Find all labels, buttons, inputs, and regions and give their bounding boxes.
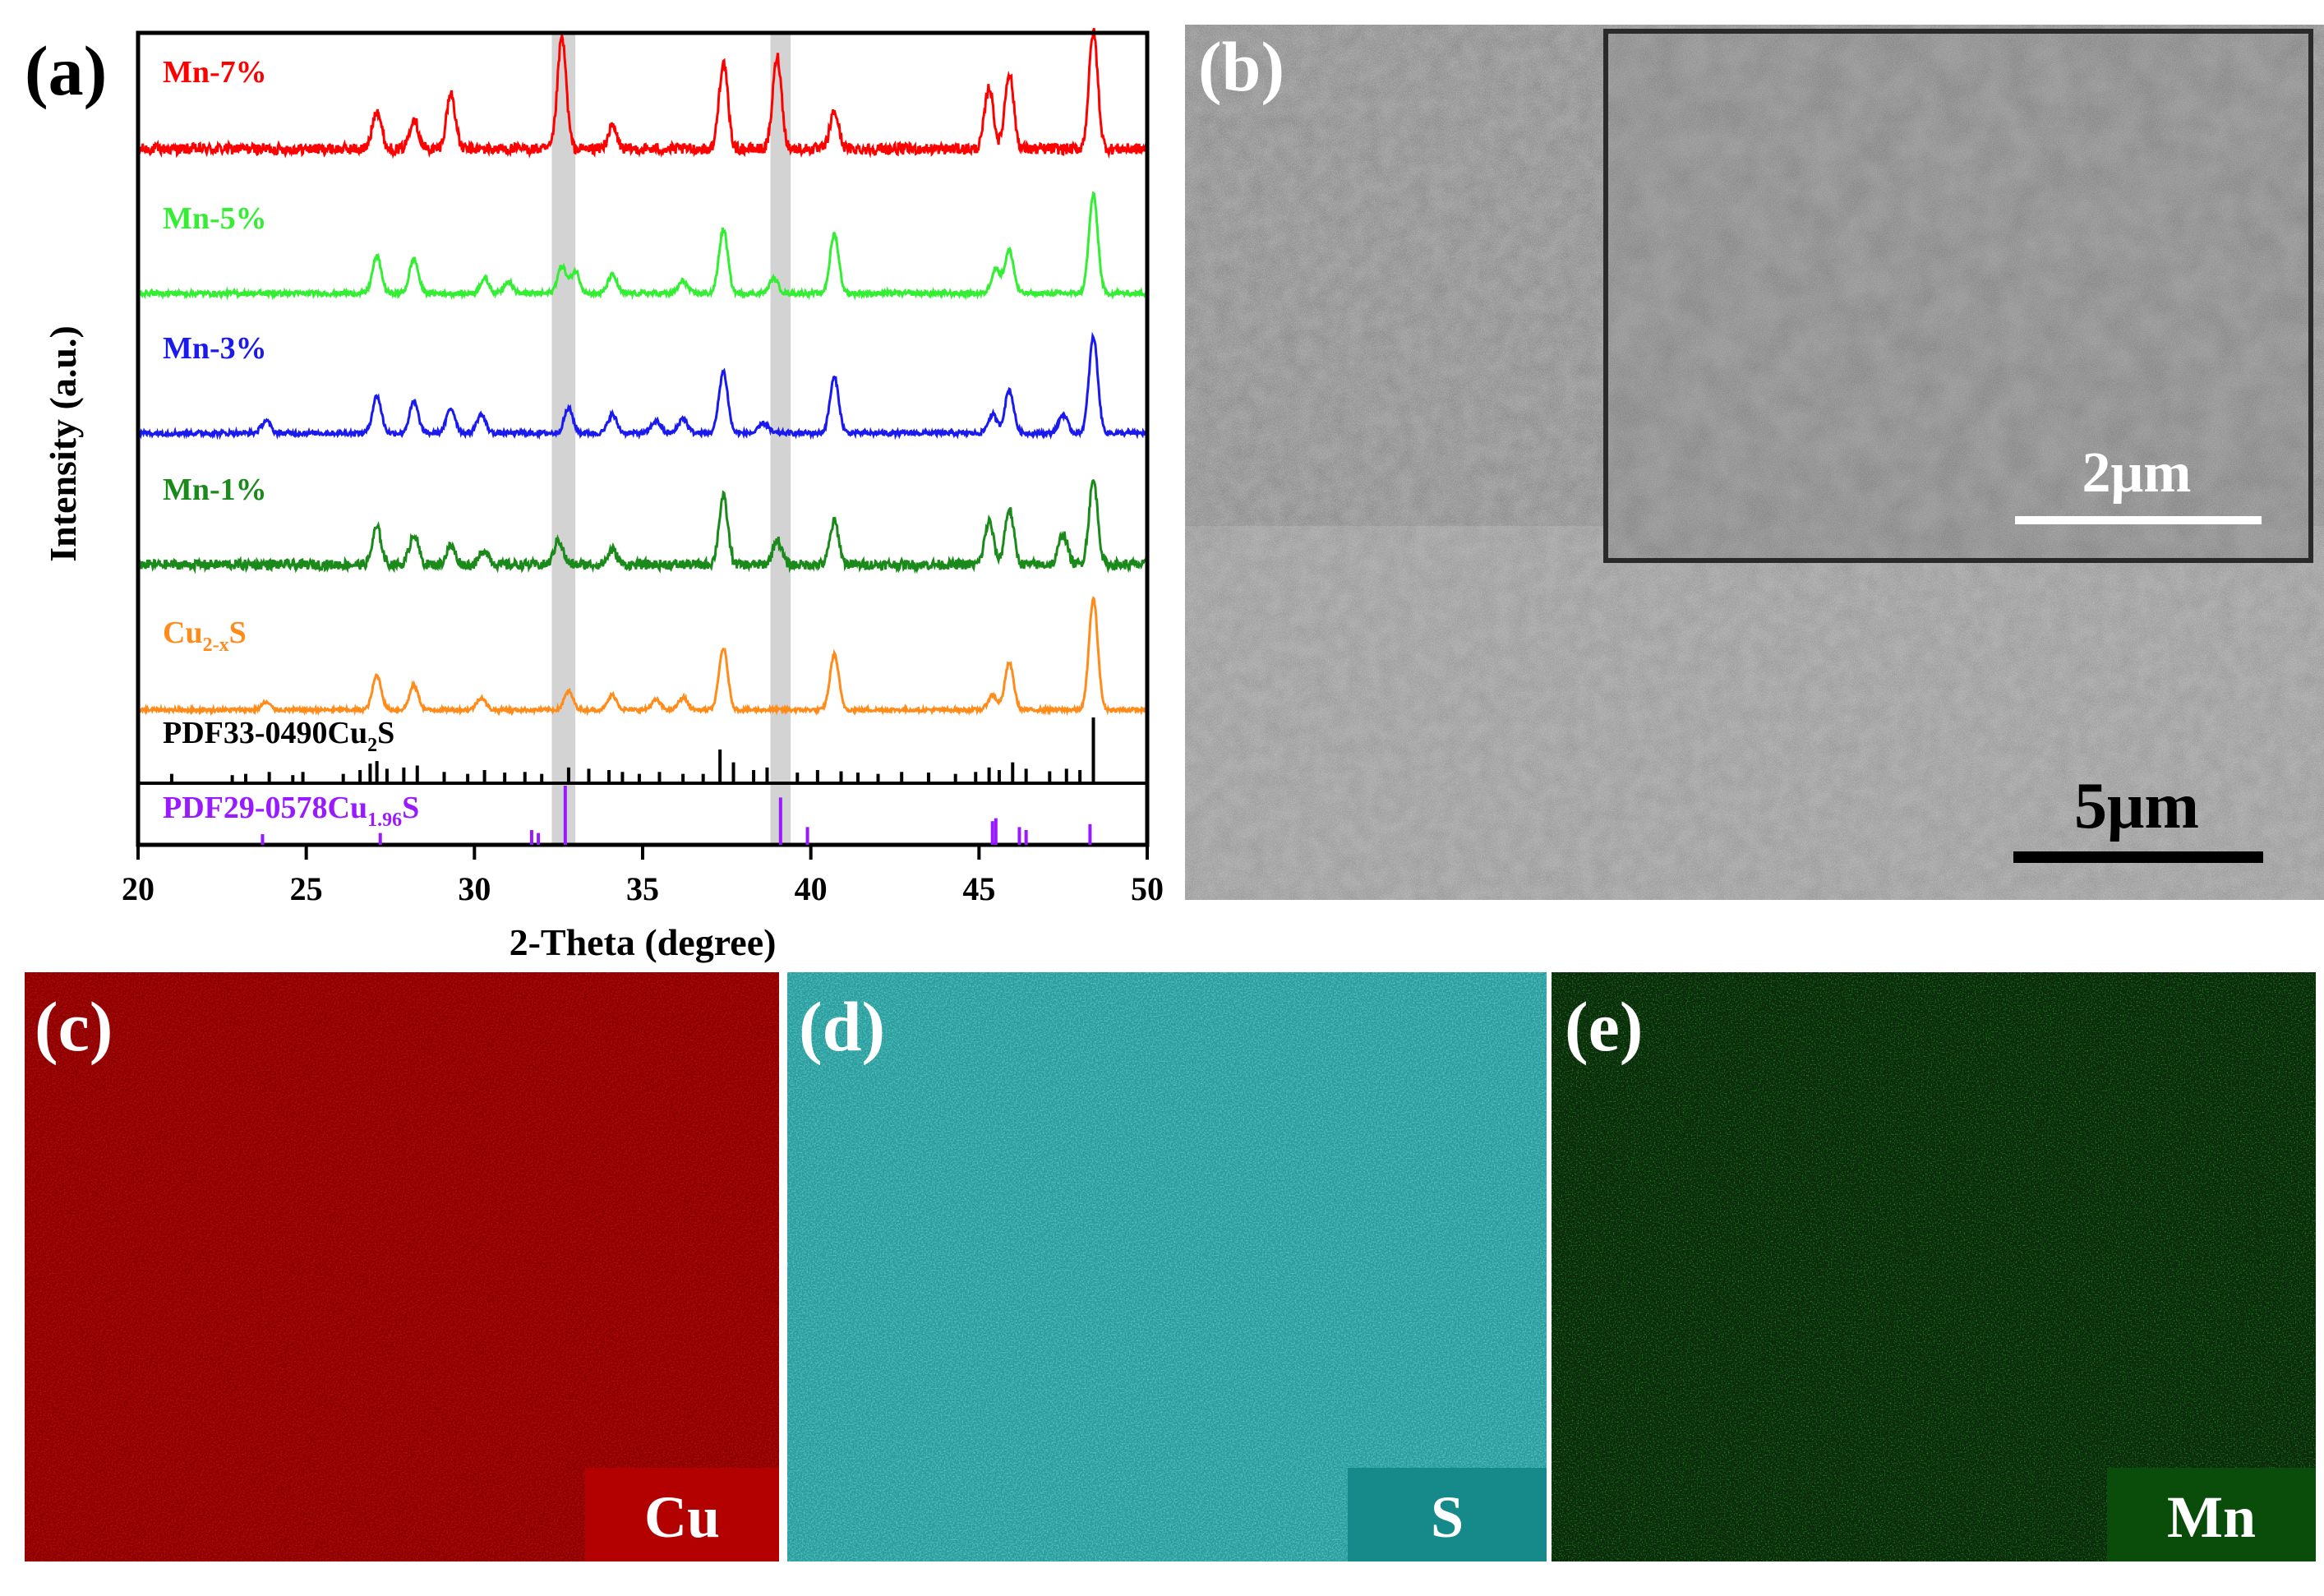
highlight-band-39 — [770, 33, 791, 845]
eds-map-cu-speckle — [25, 972, 779, 1561]
y-axis-title: Intensity (a.u.) — [42, 325, 84, 562]
series-label-Mn-5%: Mn-5% — [163, 201, 267, 236]
inset-scale-label: 2μm — [2082, 441, 2192, 505]
reference-label-PDF33-0490Cu2S: PDF33-0490Cu2S — [163, 716, 394, 756]
sem-panel: 2μm 5μm (b) — [1185, 25, 2324, 900]
main-scale-label: 5μm — [2074, 770, 2199, 842]
reference-label-PDF29-0578Cu1.96S: PDF29-0578Cu1.96S — [163, 791, 419, 831]
sem-image-bright-region — [1185, 526, 2324, 900]
eds-tag-cu — [585, 1468, 779, 1561]
x-tick-label: 35 — [626, 870, 659, 907]
eds-map-cu: Cu (c) — [25, 972, 779, 1561]
panel-label-a: (a) — [25, 31, 107, 110]
x-axis-title: 2-Theta (degree) — [510, 921, 777, 963]
panel-label-d: (d) — [799, 987, 885, 1066]
eds-tag-s-label: S — [1431, 1484, 1464, 1550]
x-tick-label: 45 — [962, 870, 995, 907]
series-label-Mn-3%: Mn-3% — [163, 331, 267, 366]
series-line-Mn-1% — [136, 478, 1149, 574]
inset-scale-bar — [2015, 516, 2262, 524]
eds-map-mn-speckle — [1552, 972, 2316, 1561]
x-axis-ticks: 20 25 30 35 40 45 50 — [122, 845, 1164, 907]
panel-label-e: (e) — [1565, 987, 1643, 1066]
main-scale-bar — [2013, 851, 2263, 863]
highlight-band-32 — [551, 33, 576, 845]
xrd-series-group — [136, 27, 1149, 717]
series-label-Cu2-xS: Cu2-xS — [163, 616, 247, 656]
series-line-Cu2-xS — [136, 596, 1149, 717]
eds-map-s: S (d) — [787, 972, 1547, 1561]
series-line-Mn-3% — [136, 331, 1149, 441]
eds-map-mn: Mn (e) — [1552, 972, 2316, 1561]
eds-map-s-speckle — [787, 972, 1547, 1561]
reference-pattern-cu2s: PDF33-0490Cu2S — [163, 716, 1095, 782]
xrd-series-labels: Mn-7% Mn-5% Mn-3% Mn-1% Cu2-xS — [163, 55, 267, 656]
eds-tag-s — [1348, 1468, 1547, 1561]
series-line-Mn-7% — [136, 27, 1149, 159]
sem-inset-texture — [1606, 31, 2311, 560]
panel-label-c: (c) — [35, 987, 113, 1066]
x-tick-label: 40 — [795, 870, 828, 907]
series-label-Mn-1%: Mn-1% — [163, 473, 267, 507]
x-tick-label: 25 — [290, 870, 323, 907]
x-tick-label: 30 — [458, 870, 491, 907]
x-tick-label: 20 — [122, 870, 154, 907]
sem-inset-frame — [1603, 29, 2313, 563]
eds-tag-cu-label: Cu — [644, 1484, 720, 1550]
eds-tag-mn-label: Mn — [2167, 1484, 2256, 1550]
xrd-panel: Mn-7% Mn-5% Mn-3% Mn-1% Cu2-xS PDF33-0490Cu2… — [25, 27, 1164, 963]
panel-label-b: (b) — [1198, 27, 1284, 106]
eds-tag-mn — [2107, 1468, 2316, 1561]
reference-pattern-cu196s: PDF29-0578Cu1.96S — [163, 786, 1092, 845]
x-tick-label: 50 — [1131, 870, 1164, 907]
series-line-Mn-5% — [136, 191, 1149, 301]
series-label-Mn-7%: Mn-7% — [163, 55, 267, 90]
